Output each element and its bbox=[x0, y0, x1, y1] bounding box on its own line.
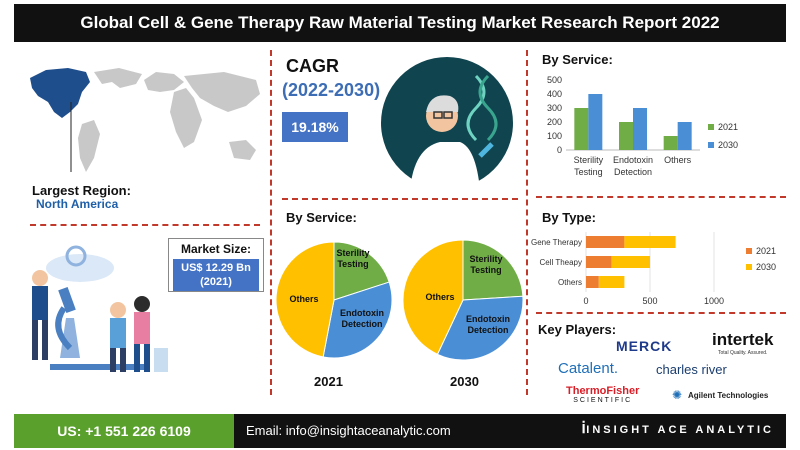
bar-2021-others bbox=[586, 276, 599, 288]
bar-2030-endotoxin-detection bbox=[633, 108, 647, 150]
scientist-dna-illustration bbox=[381, 57, 513, 190]
y-tick-label: 400 bbox=[547, 89, 562, 99]
bar-2021-gene-therapy bbox=[586, 236, 625, 248]
legend-swatch-2030 bbox=[746, 264, 752, 270]
footer-bar: Email: info@insightaceanalytic.com Ꭵ INS… bbox=[234, 414, 786, 448]
pie-slice-endotoxin-detection bbox=[436, 295, 524, 361]
x-category-label: Endotoxin Detection bbox=[613, 155, 653, 177]
service-pies-title: By Service: bbox=[286, 210, 357, 225]
legend-swatch-2021 bbox=[708, 124, 714, 130]
world-map-illustration bbox=[30, 68, 260, 172]
bar-2021-others bbox=[663, 136, 678, 150]
pie-slice-sterility-testing bbox=[333, 241, 390, 301]
x-tick-label: 1000 bbox=[704, 296, 724, 306]
scientists-illustration bbox=[32, 245, 168, 372]
cagr-years: (2022-2030) bbox=[282, 80, 381, 100]
thermofisher-logo: ThermoFisher SCIENTIFIC bbox=[566, 386, 639, 406]
intertek-name: intertek bbox=[712, 330, 774, 349]
catalent-logo: Catalent. bbox=[558, 360, 619, 377]
bar-chart-by-service: 0 100 200 300 400 500 Sterility Testing Endotoxi… bbox=[547, 75, 738, 177]
largest-region-label: Largest Region: bbox=[32, 183, 131, 198]
pie-chart-2030: Sterility Testing Endotoxin Detection Others bbox=[402, 239, 524, 361]
bar-2021-sterility-testing bbox=[574, 108, 589, 150]
key-players-title: Key Players: bbox=[538, 322, 617, 337]
bar-type-title: By Type: bbox=[542, 210, 596, 225]
pie-slice-others bbox=[402, 239, 464, 355]
charles-river-logo: charles river bbox=[656, 362, 727, 377]
pie-label-sterility-testing: Sterility Testing bbox=[469, 254, 502, 275]
x-tick-label: 0 bbox=[583, 296, 588, 306]
pie-label-endotoxin-detection: Endotoxin Detection bbox=[340, 308, 384, 329]
north-america-highlight bbox=[30, 68, 90, 118]
divider-center-mid bbox=[282, 198, 518, 200]
brand-icon: Ꭵ bbox=[582, 420, 586, 437]
bar-2030-cell-theapy bbox=[611, 256, 650, 268]
bar-2030-gene-therapy bbox=[624, 236, 676, 248]
y-category-label: Others bbox=[558, 278, 582, 287]
divider-right-mid bbox=[536, 312, 786, 314]
pie-chart-2021: Sterility Testing Endotoxin Detection Others bbox=[275, 241, 393, 359]
legend-swatch-2021 bbox=[746, 248, 752, 254]
x-tick-label: 500 bbox=[642, 296, 657, 306]
legend-label-2030: 2030 bbox=[756, 262, 776, 272]
pie-label-others: Others bbox=[425, 292, 454, 302]
footer-phone: US: +1 551 226 6109 bbox=[14, 414, 234, 448]
y-tick-label: 500 bbox=[547, 75, 562, 85]
market-size-value: US$ 12.29 Bn (2021) bbox=[173, 259, 259, 291]
divider-right-top bbox=[536, 196, 786, 198]
pie-2021-label: 2021 bbox=[314, 374, 343, 389]
x-category-label: Sterility Testing bbox=[574, 155, 604, 177]
thermofisher-sub: SCIENTIFIC bbox=[573, 397, 633, 404]
x-category-label: Others bbox=[664, 155, 692, 165]
divider-right bbox=[526, 50, 528, 395]
intertek-logo: intertek Total Quality. Assured. bbox=[712, 330, 773, 356]
pie-slice-others bbox=[275, 241, 335, 358]
y-category-label: Cell Theapy bbox=[539, 258, 582, 267]
y-tick-label: 300 bbox=[547, 103, 562, 113]
pie-slice-sterility-testing bbox=[462, 239, 524, 301]
pie-2030-label: 2030 bbox=[450, 374, 479, 389]
market-size-amount: US$ 12.29 Bn bbox=[181, 262, 251, 274]
pie-slice-endotoxin-detection bbox=[322, 281, 393, 359]
pie-label-sterility-testing: Sterility Testing bbox=[336, 248, 369, 269]
intertek-tagline: Total Quality. Assured. bbox=[718, 350, 768, 356]
divider-left bbox=[270, 50, 272, 395]
page-title: Global Cell & Gene Therapy Raw Material … bbox=[14, 4, 786, 42]
pie-label-others: Others bbox=[289, 294, 318, 304]
footer-brand: INSIGHT ACE ANALYTIC bbox=[586, 424, 774, 436]
y-tick-label: 100 bbox=[547, 131, 562, 141]
legend-label-2030: 2030 bbox=[718, 140, 738, 150]
pie-label-endotoxin-detection: Endotoxin Detection bbox=[466, 314, 510, 335]
footer-email: Email: info@insightaceanalytic.com bbox=[246, 423, 451, 438]
market-size-card: Market Size: US$ 12.29 Bn (2021) bbox=[168, 238, 264, 292]
bar-2030-others bbox=[598, 276, 625, 288]
legend-label-2021: 2021 bbox=[756, 246, 776, 256]
cagr-title: CAGR bbox=[286, 56, 339, 76]
largest-region-value: North America bbox=[36, 197, 119, 211]
thermofisher-name: ThermoFisher bbox=[566, 385, 640, 397]
y-tick-label: 0 bbox=[557, 145, 562, 155]
bar-2021-endotoxin-detection bbox=[619, 122, 633, 150]
y-category-label: Gene Therapy bbox=[531, 238, 582, 247]
market-size-label: Market Size: bbox=[180, 242, 252, 256]
legend-label-2021: 2021 bbox=[718, 122, 738, 132]
y-tick-label: 200 bbox=[547, 117, 562, 127]
market-size-year: (2021) bbox=[200, 276, 232, 288]
bar-2030-sterility-testing bbox=[588, 94, 603, 150]
cagr-value: 19.18% bbox=[282, 112, 348, 142]
bar-service-title: By Service: bbox=[542, 52, 613, 67]
divider-left-mid bbox=[30, 224, 260, 226]
bar-chart-by-type: 0 500 1000 Gene Therapy Cell Theapy Others 202… bbox=[531, 232, 776, 306]
agilent-logo-icon: ✺ bbox=[672, 388, 683, 402]
merck-logo: MERCK bbox=[616, 338, 673, 354]
agilent-logo: Agilent Technologies bbox=[688, 391, 769, 400]
bar-2021-cell-theapy bbox=[586, 256, 612, 268]
legend-swatch-2030 bbox=[708, 142, 714, 148]
bar-2030-others bbox=[677, 122, 692, 150]
